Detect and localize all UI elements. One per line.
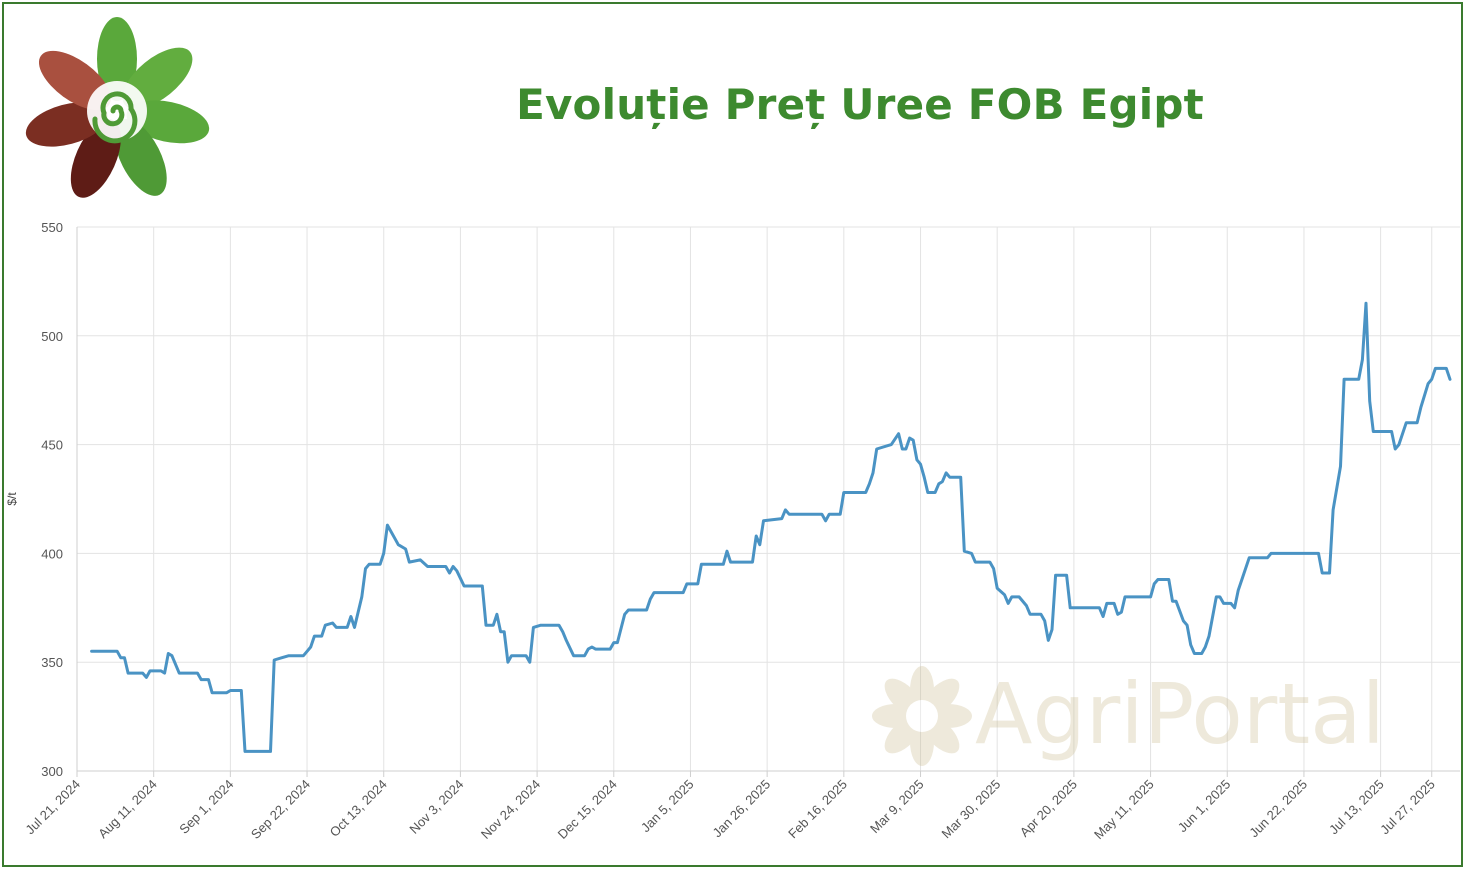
x-tick-label: Jun 1, 2025 bbox=[1175, 777, 1234, 836]
x-tick-label: Jul 27, 2025 bbox=[1377, 777, 1438, 838]
x-tick-label: Jun 22, 2025 bbox=[1246, 777, 1310, 841]
x-tick-label: Mar 30, 2025 bbox=[939, 777, 1004, 842]
x-tick-label: Jan 26, 2025 bbox=[710, 777, 774, 841]
x-tick-label: Jan 5, 2025 bbox=[638, 777, 697, 836]
y-tick-labels: 300 350 400 450 500 550 bbox=[41, 220, 63, 779]
page-title: Evoluție Preț Uree FOB Egipt bbox=[516, 80, 1204, 129]
y-tick-label: 400 bbox=[41, 546, 63, 561]
agriportal-flower-logo bbox=[25, 17, 210, 198]
x-tick-label: Nov 3, 2024 bbox=[406, 777, 466, 837]
x-tick-label: May 11, 2025 bbox=[1091, 777, 1157, 843]
x-tick-label: Sep 22, 2024 bbox=[248, 777, 313, 842]
y-tick-label: 550 bbox=[41, 220, 63, 235]
series-line bbox=[90, 301, 1452, 753]
chart-grid bbox=[76, 226, 1460, 772]
y-axis-label: $/t bbox=[5, 492, 19, 506]
watermark-flower-icon bbox=[872, 666, 972, 766]
y-tick-label: 450 bbox=[41, 438, 63, 453]
x-tick-label: Sep 1, 2024 bbox=[176, 777, 236, 837]
x-tick-label: Aug 11, 2024 bbox=[95, 777, 160, 842]
y-tick-label: 500 bbox=[41, 329, 63, 344]
x-tick-label: Oct 13, 2024 bbox=[327, 777, 390, 840]
x-tick-label: Jul 21, 2024 bbox=[22, 777, 83, 838]
watermark-text: AgriPortal bbox=[975, 665, 1385, 763]
x-tick-label: Mar 9, 2025 bbox=[867, 777, 927, 837]
y-tick-label: 350 bbox=[41, 655, 63, 670]
x-tick-label: Dec 15, 2024 bbox=[555, 777, 620, 842]
x-tick-label: Feb 16, 2025 bbox=[785, 777, 850, 842]
x-tick-labels: Jul 21, 2024 Aug 11, 2024 Sep 1, 2024 Sep 2… bbox=[22, 771, 1438, 843]
x-tick-label: Nov 24, 2024 bbox=[478, 777, 543, 842]
agriportal-watermark: AgriPortal bbox=[872, 665, 1385, 766]
y-tick-label: 300 bbox=[41, 764, 63, 779]
x-tick-label: Apr 20, 2025 bbox=[1017, 777, 1080, 840]
